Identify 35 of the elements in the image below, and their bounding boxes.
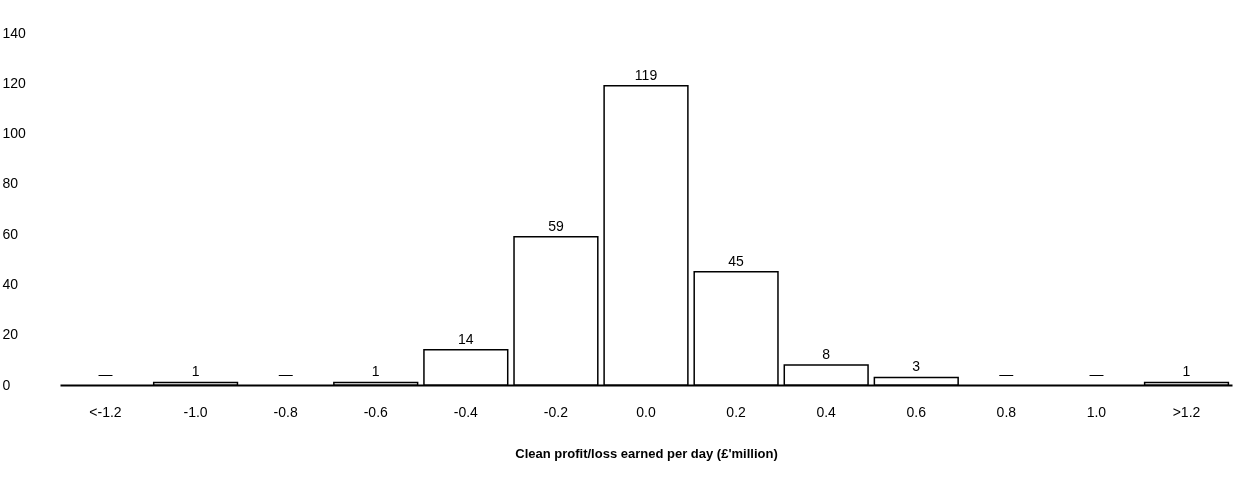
data-label: 1 — [191, 363, 200, 380]
data-label: 14 — [458, 330, 474, 347]
y-tick-label: 100 — [2, 125, 27, 142]
y-tick-label: 120 — [2, 74, 27, 91]
data-label: 59 — [548, 217, 564, 234]
x-axis-title: Clean profit/loss earned per day (£'million) — [515, 445, 778, 461]
data-label: — — [98, 366, 113, 382]
data-label: 1 — [371, 363, 380, 380]
x-tick-label: 0.6 — [906, 403, 927, 420]
y-tick-label: 0 — [2, 376, 11, 393]
x-tick-label: 1.0 — [1086, 403, 1107, 420]
y-tick-label: 20 — [2, 326, 19, 343]
data-label: — — [278, 366, 293, 382]
x-tick-label: -0.2 — [543, 403, 569, 420]
x-tick-label: -0.6 — [363, 403, 389, 420]
data-label: 3 — [912, 358, 921, 375]
x-tick-label: 0.0 — [636, 403, 656, 420]
x-tick-label: >1.2 — [1172, 403, 1201, 420]
data-label: 45 — [728, 252, 745, 269]
data-label: — — [1089, 366, 1104, 382]
x-tick-label: -0.8 — [273, 403, 298, 420]
x-tick-label: -0.4 — [453, 403, 479, 420]
data-label: 1 — [1182, 363, 1191, 380]
y-tick-label: 140 — [2, 24, 27, 41]
data-label: 119 — [634, 66, 658, 83]
y-tick-label: 60 — [2, 225, 19, 242]
x-tick-label: -1.0 — [183, 403, 208, 420]
data-label: 8 — [822, 345, 831, 362]
y-tick-label: 80 — [2, 175, 19, 192]
x-tick-label: 0.2 — [726, 403, 747, 420]
y-tick-label: 40 — [2, 275, 19, 292]
x-tick-label: 0.8 — [996, 403, 1017, 420]
x-tick-label: 0.4 — [816, 403, 837, 420]
x-tick-label: <-1.2 — [89, 403, 122, 420]
data-label: — — [999, 366, 1014, 382]
